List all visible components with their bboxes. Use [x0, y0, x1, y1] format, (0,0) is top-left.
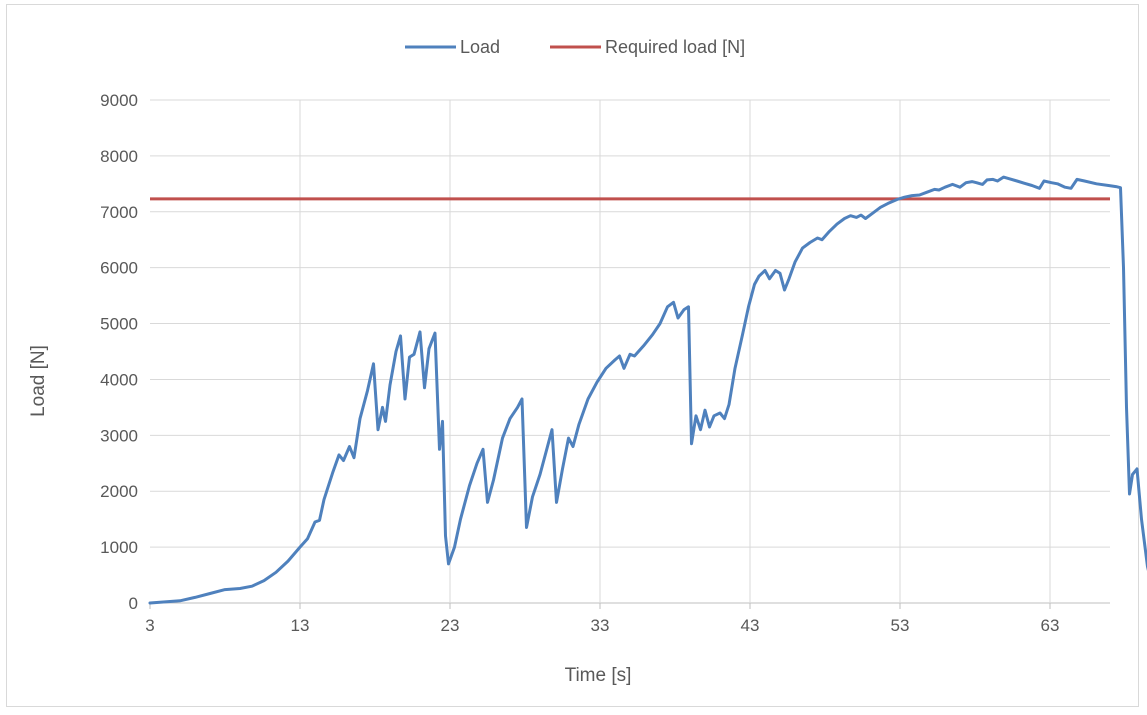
y-tick-label: 7000 [100, 203, 138, 222]
y-tick-label: 4000 [100, 370, 138, 389]
chart-frame [6, 4, 1139, 707]
x-tick-label: 63 [1041, 616, 1060, 635]
x-tick-label: 43 [741, 616, 760, 635]
y-tick-label: 6000 [100, 259, 138, 278]
y-tick-label: 5000 [100, 315, 138, 334]
x-tick-label: 23 [441, 616, 460, 635]
tick-labels: 0 1000 2000 3000 4000 5000 6000 7000 8000 9000 3 13… [100, 91, 1059, 635]
y-tick-label: 2000 [100, 482, 138, 501]
y-tick-label: 8000 [100, 147, 138, 166]
series-line-load [148, 175, 1147, 605]
y-tick-label: 3000 [100, 426, 138, 445]
legend-label-required-load: Required load [N] [605, 37, 745, 57]
legend: Load Required load [N] [405, 37, 745, 57]
y-tick-label: 0 [129, 594, 138, 613]
y-axis-title: Load [N] [28, 345, 49, 417]
series [148, 175, 1147, 605]
y-tick-label: 1000 [100, 538, 138, 557]
x-tick-label: 13 [291, 616, 310, 635]
y-tick-label: 9000 [100, 91, 138, 110]
gridlines [149, 99, 1110, 609]
legend-label-load: Load [460, 37, 500, 57]
x-tick-label: 33 [591, 616, 610, 635]
x-tick-label: 3 [145, 616, 154, 635]
x-axis-title: Time [s] [565, 665, 632, 686]
x-tick-label: 53 [891, 616, 910, 635]
